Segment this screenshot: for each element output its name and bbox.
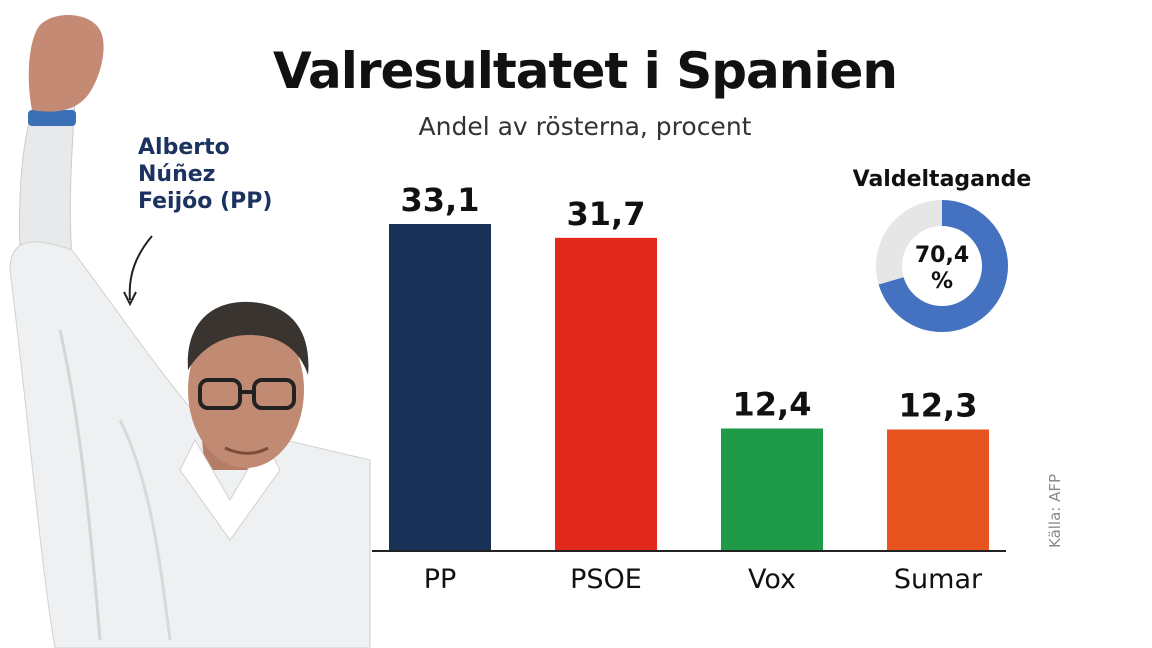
turnout-donut: Valdeltagande 70,4 %	[853, 167, 1032, 332]
donut-title: Valdeltagande	[853, 167, 1032, 192]
caption-line: Alberto	[138, 135, 230, 160]
bar-value-label: 12,4	[733, 385, 812, 423]
bar-group: 33,1 PP 31,7 PSOE 12,4 Vox 12,3 Sumar	[389, 181, 989, 595]
bar-value-label: 31,7	[567, 195, 646, 233]
category-label: Vox	[748, 564, 796, 595]
bar-sumar	[887, 429, 989, 551]
bar-pp	[389, 224, 491, 551]
politician-photo	[9, 14, 371, 648]
category-label: Sumar	[894, 564, 983, 595]
category-label: PSOE	[570, 564, 642, 595]
donut-value-label: 70,4	[915, 243, 969, 268]
source-label: Källa: AFP	[1046, 473, 1064, 548]
donut-value-ring	[876, 200, 1008, 332]
chart-subtitle: Andel av rösterna, procent	[418, 112, 752, 141]
caption-line: Núñez	[138, 162, 216, 187]
bar-value-label: 33,1	[401, 181, 480, 219]
bar-psoe	[555, 237, 657, 551]
photo-caption: Alberto Núñez Feijóo (PP)	[138, 134, 338, 215]
caption-line: Feijóo (PP)	[138, 189, 273, 214]
bar-vox	[721, 428, 823, 551]
bar-value-label: 12,3	[899, 386, 978, 424]
chart-title: Valresultatet i Spanien	[273, 42, 898, 100]
donut-unit-label: %	[931, 269, 953, 294]
category-label: PP	[424, 564, 457, 595]
